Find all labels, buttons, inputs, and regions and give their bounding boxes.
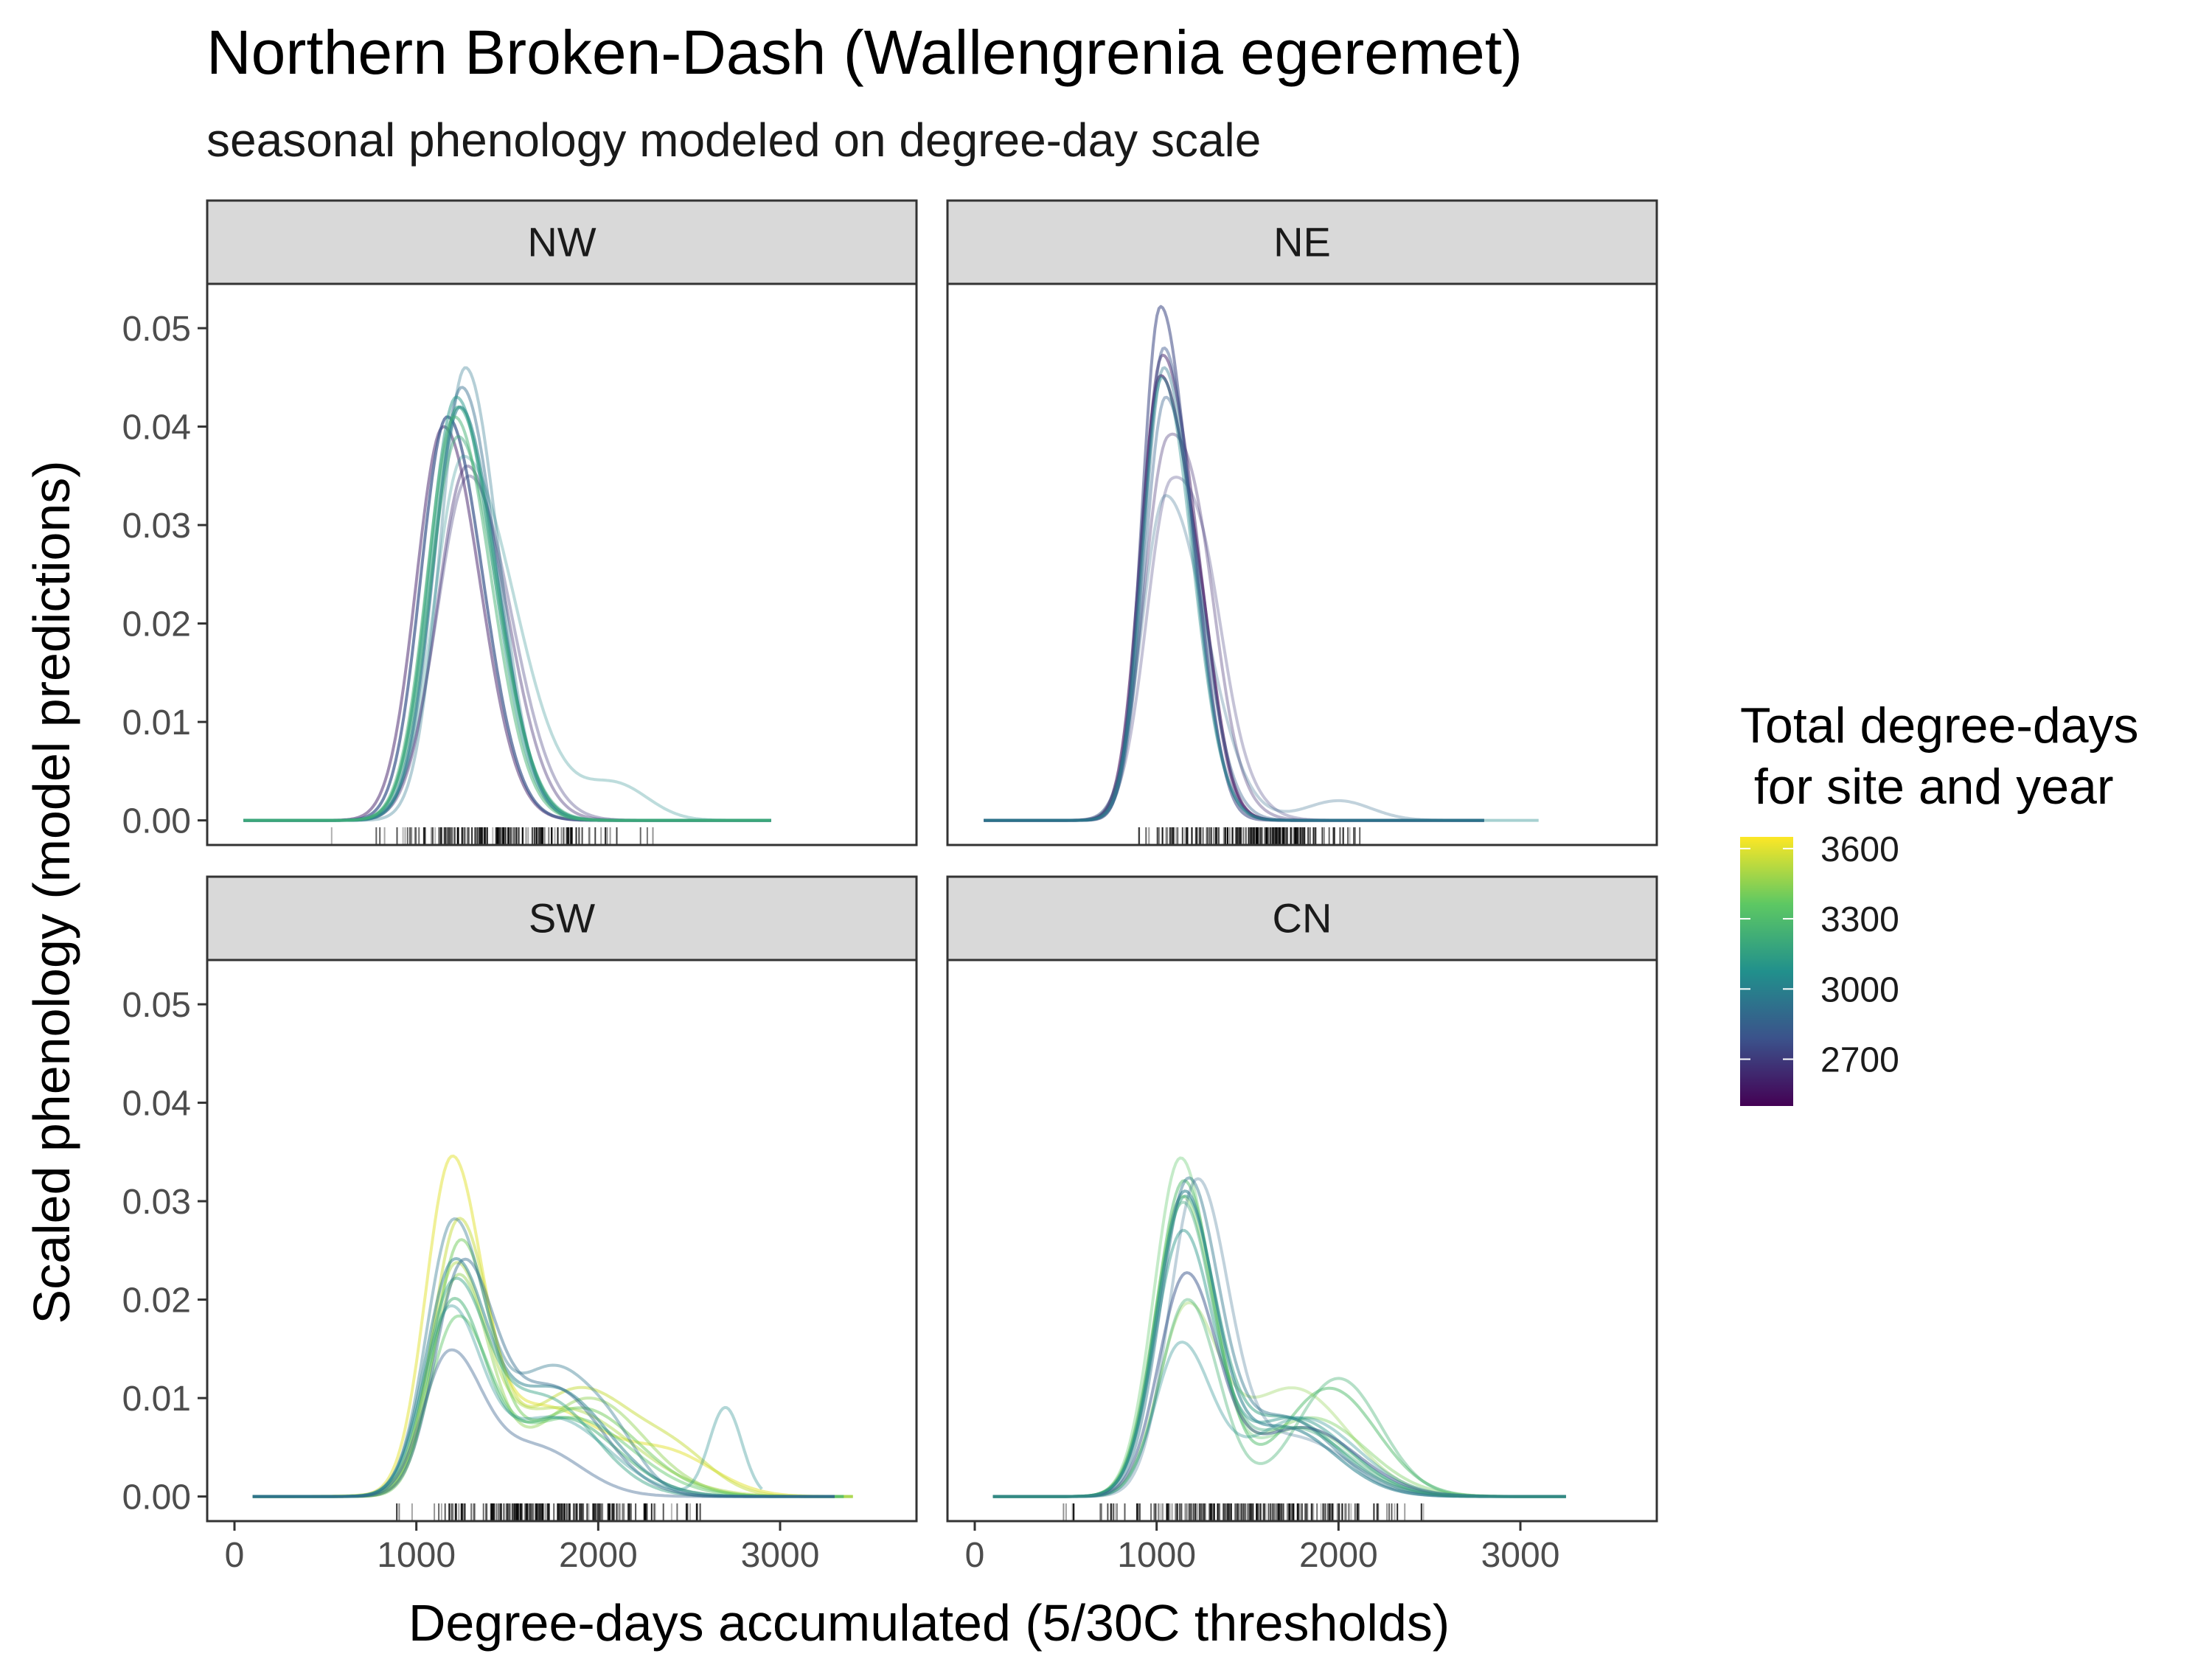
strip-cn [946,875,1658,961]
rug-nw [330,827,654,845]
x-tick-label: 0 [225,1536,245,1575]
series-group-ne [984,305,1539,822]
y-tick-label: 0.00 [122,802,191,841]
x-tick-label: 2000 [1299,1536,1378,1575]
y-tick-label: 0.05 [122,986,191,1025]
colorbar-ticks: 2700 3000 3300 3600 [1740,830,1899,1080]
panel-nw: NW 0.00 0.01 0.02 0.03 0.04 0.05 [122,199,918,846]
y-tick-label: 0.05 [122,310,191,349]
y-tick-label: 0.01 [122,1380,191,1419]
y-axis-title: Scaled phenology (model predictions) [23,460,80,1324]
panel-sw: SW 0.00 0.01 0.02 0.03 0.04 0.05 0 1000 2000 3000 [122,875,918,1575]
x-tick-label: 3000 [1481,1536,1560,1575]
y-tick-label: 0.01 [122,703,191,742]
y-tick-label: 0.03 [122,1183,191,1222]
x-tick-label: 1000 [1117,1536,1196,1575]
y-tick-label: 0.02 [122,605,191,644]
rug-ne [1138,827,1361,845]
series-group-sw [252,1154,853,1498]
y-tick-label: 0.02 [122,1281,191,1321]
strip-label-ne: NE [1273,219,1331,265]
series-line-sw-8 [252,1257,835,1498]
x-tick-label: 2000 [559,1536,638,1575]
series-line-ne-9 [984,376,1539,822]
colorbar-label: 3600 [1820,830,1899,869]
strip-label-cn: CN [1273,895,1332,942]
x-tick-label: 1000 [377,1536,456,1575]
strip-sw [206,875,918,961]
panel-border-nw [206,282,918,846]
series-group-cn [992,1156,1566,1498]
panel-cn: CN 0 1000 2000 3000 [946,875,1658,1575]
series-line-cn-10 [992,1271,1566,1498]
strip-label-nw: NW [527,219,596,265]
strip-nw [206,199,918,285]
y-tick-label: 0.03 [122,507,191,546]
strip-label-sw: SW [529,895,595,942]
x-tick-label: 0 [965,1536,985,1575]
x-tick-label: 3000 [741,1536,820,1575]
x-axis-sw: 0 1000 2000 3000 [225,1521,820,1575]
legend-title-line-2: for site and year [1740,759,2113,815]
rug-cn [1062,1503,1425,1521]
rug-sw [396,1503,701,1521]
chart-subtitle: seasonal phenology modeled on degree-day… [206,114,1261,167]
y-tick-label: 0.00 [122,1478,191,1517]
panel-border-sw [206,959,918,1523]
series-line-nw-11 [243,415,771,822]
series-line-cn-12 [992,1200,1566,1498]
panel-background-sw [207,960,917,1521]
facet-panels: NW0.000.010.020.030.040.05NESW0.000.010.… [122,199,1658,1575]
colorbar-label: 2700 [1820,1041,1899,1080]
y-tick-label: 0.04 [122,1085,191,1124]
x-axis-title: Degree-days accumulated (5/30C threshold… [408,1594,1450,1652]
series-group-nw [243,366,771,822]
series-line-sw-11 [252,1304,763,1498]
panel-ne: NE [946,199,1658,846]
y-axis-sw: 0.00 0.01 0.02 0.03 0.04 0.05 [122,986,207,1517]
series-line-ne-6 [984,395,1484,822]
series-line-sw-9 [252,1217,835,1498]
chart-title: Northern Broken-Dash (Wallengrenia egere… [206,18,1523,87]
legend-title-line-1: Total degree-days [1740,698,2139,754]
colorbar-legend: Total degree-days for site and year 2700… [1740,698,2139,1106]
series-line-cn-11 [992,1340,1566,1498]
y-axis-nw: 0.00 0.01 0.02 0.03 0.04 0.05 [122,310,207,841]
y-tick-label: 0.04 [122,408,191,448]
series-line-ne-5 [984,347,1484,822]
colorbar-label: 3000 [1820,970,1899,1009]
x-axis-cn: 0 1000 2000 3000 [965,1521,1560,1575]
series-line-ne-4 [984,305,1484,822]
series-line-ne-7 [984,494,1484,822]
series-line-sw-12 [252,1348,835,1498]
panel-background-ne [947,284,1657,845]
colorbar-label: 3300 [1820,900,1899,939]
panel-background-nw [207,284,917,845]
series-line-sw-10 [252,1257,835,1498]
panel-border-cn [946,959,1658,1523]
panel-border-ne [946,282,1658,846]
colorbar [1740,837,1793,1106]
series-line-ne-8 [984,366,1484,822]
